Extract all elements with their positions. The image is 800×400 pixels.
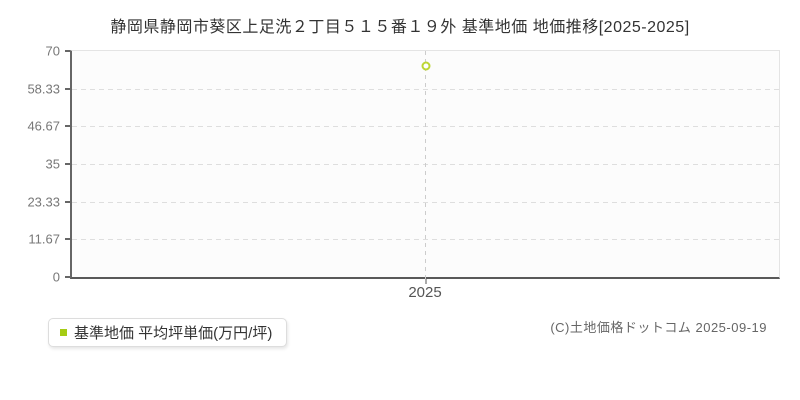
legend-box[interactable]: 基準地価 平均坪単価(万円/坪)	[48, 318, 288, 347]
copyright-text: (C)土地価格ドットコム 2025-09-19	[550, 320, 767, 335]
y-tick-mark	[65, 238, 70, 241]
x-tick-label: 2025	[408, 284, 442, 301]
y-tick-mark	[65, 276, 70, 278]
y-tick-mark	[65, 87, 70, 90]
legend-marker-swatch-icon	[60, 329, 67, 336]
x-tick-mark	[424, 279, 427, 284]
y-tick-label: 46.67	[27, 118, 60, 134]
y-tick-mark	[65, 50, 70, 52]
y-tick-label: 35	[45, 156, 60, 172]
plot-area	[70, 50, 780, 284]
y-tick-label: 58.33	[27, 81, 60, 97]
data-point[interactable]	[421, 61, 430, 71]
y-axis: 70 58.33 46.67 35 23.33 11.67 0	[0, 44, 70, 285]
y-tick-label: 11.67	[28, 231, 60, 247]
y-tick-label: 23.33	[27, 194, 60, 210]
y-tick-label: 70	[45, 43, 60, 59]
x-axis: 2025	[70, 284, 780, 301]
legend-label: 基準地価 平均坪単価(万円/坪)	[74, 325, 273, 342]
y-tick-mark	[65, 200, 70, 203]
y-tick-label: 0	[52, 269, 60, 285]
page-title: 静岡県静岡市葵区上足洗２丁目５１５番１９外 基準地価 地価推移[2025-202…	[110, 19, 690, 36]
v-gridline-2025	[425, 51, 426, 281]
y-tick-mark	[65, 163, 70, 165]
y-tick-mark	[65, 125, 70, 128]
